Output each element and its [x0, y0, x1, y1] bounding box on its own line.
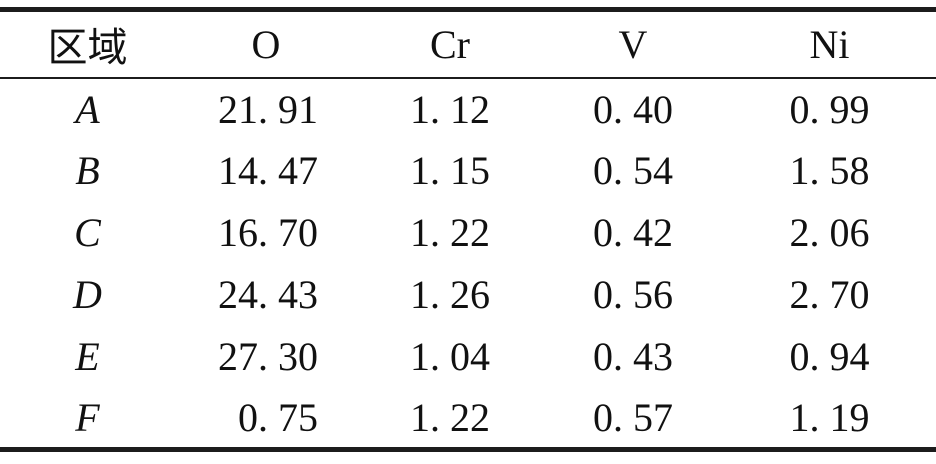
table-row: E 27. 30 1. 04 0. 43 0. 94	[0, 326, 936, 388]
cell-c-cr: 1. 22	[410, 210, 490, 255]
value: 14. 47	[218, 148, 318, 193]
column-header-region: 区域	[0, 9, 175, 79]
region-label-d: D	[73, 272, 102, 317]
cell-b-ni: 1. 58	[789, 148, 870, 193]
cell-a-ni: 0. 99	[789, 86, 870, 132]
table-row: B 14. 47 1. 15 0. 54 1. 58	[0, 140, 936, 202]
cell-c-v: 0. 42	[593, 210, 673, 255]
column-header-ni: Ni	[723, 9, 936, 79]
cell-f-cr: 1. 22	[410, 394, 490, 440]
value: 0. 75	[238, 394, 318, 440]
cell-e-v: 0. 43	[593, 334, 673, 379]
value: 21. 91	[218, 86, 318, 132]
value: 27. 30	[218, 334, 318, 379]
table-row: A 21. 91 1. 12 0. 40 0. 99	[0, 78, 936, 140]
value: 16. 70	[218, 210, 318, 255]
header-row: 区域 O Cr V Ni	[0, 9, 936, 79]
cell-c-o: 16. 70	[175, 202, 357, 264]
table-row: C 16. 70 1. 22 0. 42 2. 06	[0, 202, 936, 264]
cell-a-cr: 1. 12	[410, 86, 490, 132]
region-label-f: F	[75, 394, 100, 440]
composition-table: 区域 O Cr V Ni A 21. 91 1. 12 0. 40 0. 99 …	[0, 7, 936, 452]
cell-b-cr: 1. 15	[410, 148, 490, 193]
value: 24. 43	[218, 272, 318, 317]
cell-c-ni: 2. 06	[789, 210, 870, 255]
cell-a-o: 21. 91	[175, 78, 357, 140]
table-row: D 24. 43 1. 26 0. 56 2. 70	[0, 264, 936, 326]
column-header-cr: Cr	[357, 9, 543, 79]
cell-d-o: 24. 43	[175, 264, 357, 326]
column-header-o: O	[175, 9, 357, 79]
table-header: 区域 O Cr V Ni	[0, 9, 936, 79]
cell-d-v: 0. 56	[593, 272, 673, 317]
cell-f-o: 0. 75	[175, 388, 357, 450]
region-label-e: E	[75, 334, 100, 379]
table-row: F 0. 75 1. 22 0. 57 1. 19	[0, 388, 936, 450]
cell-f-v: 0. 57	[593, 394, 673, 440]
cell-e-o: 27. 30	[175, 326, 357, 388]
cell-e-cr: 1. 04	[410, 334, 490, 379]
cell-b-o: 14. 47	[175, 140, 357, 202]
cell-d-cr: 1. 26	[410, 272, 490, 317]
region-label-a: A	[75, 86, 100, 132]
region-label-c: C	[74, 210, 101, 255]
cell-e-ni: 0. 94	[789, 334, 870, 379]
region-label-b: B	[75, 148, 100, 193]
cell-f-ni: 1. 19	[789, 394, 870, 440]
cell-a-v: 0. 40	[593, 86, 673, 132]
cell-d-ni: 2. 70	[789, 272, 870, 317]
table-body: A 21. 91 1. 12 0. 40 0. 99 B 14. 47 1. 1…	[0, 78, 936, 450]
cell-b-v: 0. 54	[593, 148, 673, 193]
column-header-v: V	[543, 9, 723, 79]
